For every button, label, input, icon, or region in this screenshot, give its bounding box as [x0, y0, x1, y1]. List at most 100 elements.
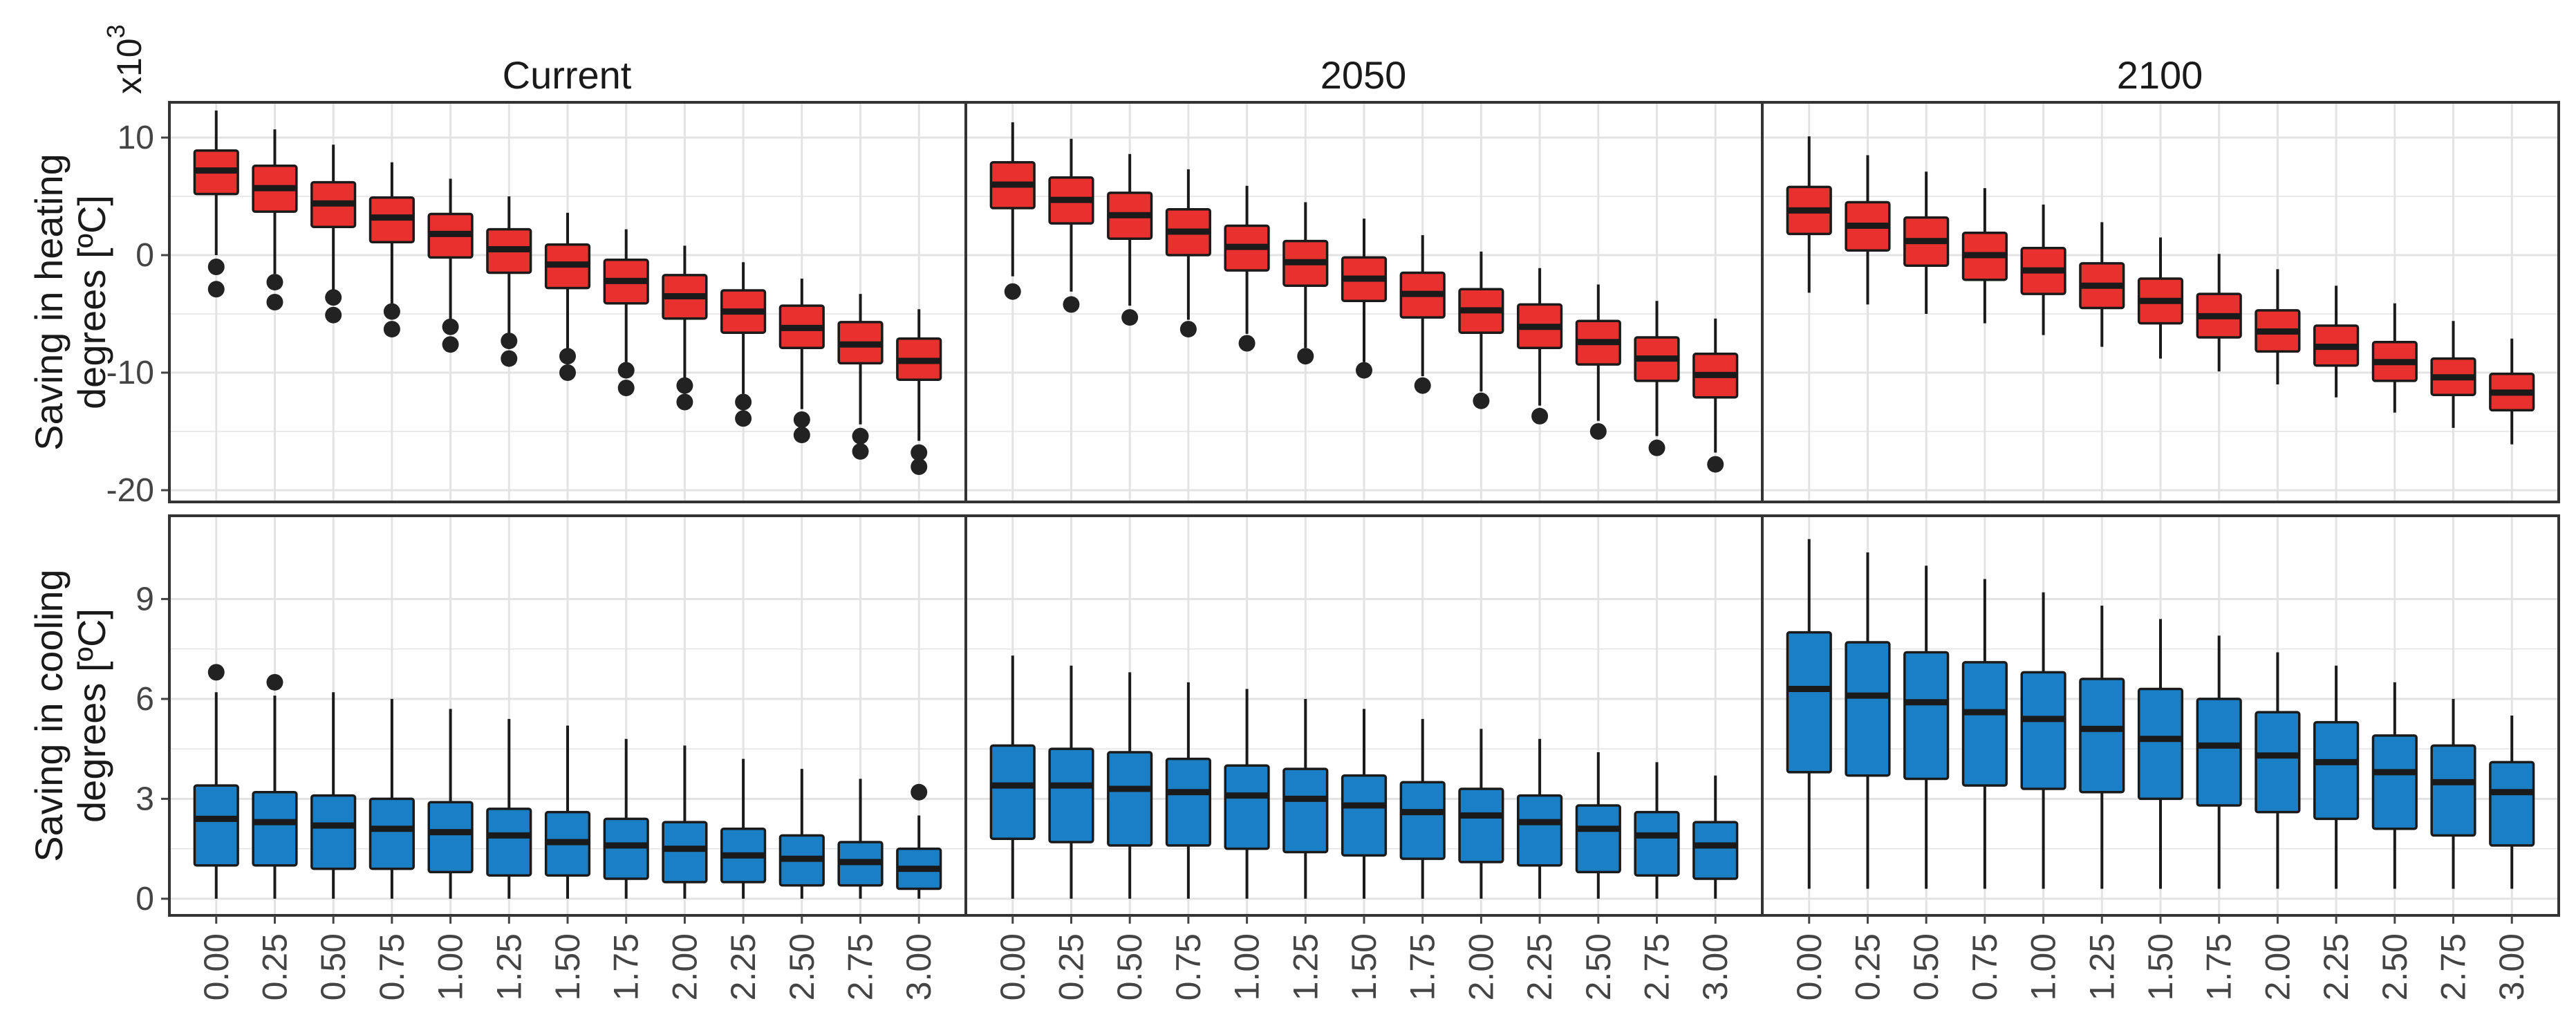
cooling-box-3.00 [1692, 775, 1739, 899]
heating-box-2.75 [2430, 321, 2476, 428]
heating-ytick-label: 10 [118, 120, 154, 156]
heating-box-0.75 [1961, 188, 2008, 324]
cooling-ytick-label: 9 [136, 581, 154, 617]
cooling-box-1.25 [486, 718, 532, 899]
x-tick-label: 2.75 [841, 933, 880, 1000]
x-tick-label: 1.00 [1228, 933, 1267, 1000]
cooling-ytick-label: 6 [136, 681, 154, 718]
cooling-box-0.75 [1165, 682, 1211, 899]
heating-box-2.75 [837, 294, 884, 460]
outlier-point [1004, 283, 1021, 300]
cooling-box-2.75 [2430, 698, 2476, 889]
cooling-ytick-label: 3 [136, 781, 154, 817]
outlier-point [735, 410, 752, 427]
x-tick-label: 3.00 [1696, 933, 1735, 1000]
cooling-box-2.50 [1575, 752, 1621, 899]
x-tick-label: 1.75 [1403, 933, 1442, 1000]
cooling-box-0.00 [193, 664, 239, 899]
x-tick-label: 2.25 [1520, 933, 1559, 1000]
cooling-box-1.50 [1341, 709, 1388, 899]
cooling-box-1.00 [1224, 689, 1270, 899]
cooling-box-0.25 [252, 673, 298, 899]
heating-box-2.25 [720, 262, 767, 427]
outlier-point [617, 380, 635, 397]
cooling-box-1.25 [2079, 606, 2125, 889]
x-tick-label: 1.00 [431, 933, 470, 1000]
outlier-point [501, 350, 518, 367]
x-tick-label: 2.00 [1462, 933, 1500, 1000]
box-iqr [1048, 747, 1094, 843]
outlier-point [266, 673, 283, 691]
heating-box-2.50 [778, 279, 825, 444]
x-tick-label: 1.50 [2141, 933, 2180, 1000]
x-tick-label: 0.75 [1966, 933, 2004, 1000]
cooling-box-1.75 [2196, 635, 2242, 889]
x-tick-label: 2.25 [2317, 933, 2355, 1000]
heating-box-3.00 [896, 309, 942, 475]
heating-box-1.25 [2079, 222, 2125, 347]
cooling-box-0.75 [1961, 579, 2008, 889]
outlier-point [1707, 456, 1724, 473]
outlier-point [1238, 335, 1256, 352]
cooling-box-2.75 [1634, 762, 1680, 899]
heating-box-1.50 [2137, 237, 2184, 359]
x-tick-label: 1.25 [1286, 933, 1325, 1000]
cooling-box-0.75 [368, 698, 415, 899]
box-iqr [989, 744, 1036, 840]
cooling-box-3.00 [896, 783, 942, 899]
box-iqr [662, 821, 708, 884]
outlier-point [793, 427, 810, 444]
heating-box-0.25 [1845, 155, 1891, 305]
box-iqr [2255, 711, 2301, 814]
panels-layer: -20 -10 0 10 0 3 6 9 0.00 0.25 0.50 0.75 1.00 1.25 1.5… [106, 101, 2560, 1000]
outlier-point [1063, 296, 1080, 313]
outlier-point [793, 411, 810, 428]
x-tick-label: 2.50 [783, 933, 821, 1000]
heating-box-1.50 [1341, 218, 1388, 379]
x-tick-label: 2.00 [665, 933, 704, 1000]
outlier-point [1473, 392, 1490, 409]
outlier-point [676, 377, 693, 394]
heating-ytick-label: -10 [106, 355, 154, 391]
heating-box-0.25 [1048, 138, 1094, 313]
box-iqr [1282, 767, 1329, 854]
x-tick-label: 2.50 [2376, 933, 2414, 1000]
heating-box-2.25 [2313, 286, 2360, 398]
heating-box-3.00 [1692, 318, 1739, 473]
cooling-box-1.00 [2020, 592, 2066, 889]
heating-box-2.00 [1458, 251, 1504, 409]
heating-box-1.75 [2196, 254, 2242, 372]
x-tick-label: 0.75 [373, 933, 411, 1000]
box-iqr [1458, 787, 1504, 864]
x-tick-label: 1.75 [607, 933, 646, 1000]
cooling-box-2.25 [1517, 738, 1563, 899]
heating-box-0.00 [989, 122, 1036, 300]
box-iqr [427, 801, 474, 874]
outlier-point [383, 321, 400, 338]
box-iqr [1961, 661, 2008, 787]
x-tick-label: 0.75 [1169, 933, 1208, 1000]
x-tick-label: 0.00 [197, 933, 236, 1000]
outlier-point [911, 444, 928, 461]
heating-box-1.25 [1282, 202, 1329, 365]
outlier-point [559, 364, 576, 381]
box-iqr [486, 808, 532, 877]
heating-box-2.25 [1517, 268, 1563, 425]
box-iqr [2371, 734, 2418, 830]
heating-box-0.00 [1786, 136, 1832, 293]
heating-box-2.50 [1575, 284, 1621, 440]
heating-box-1.50 [544, 212, 591, 381]
cooling-row-ylabel: Saving in cooling degrees [ºC] [27, 569, 113, 861]
heating-box-0.75 [368, 162, 415, 338]
box-iqr [310, 794, 357, 870]
box-iqr [1399, 781, 1446, 860]
x-tick-label: 2.75 [2434, 933, 2473, 1000]
x-tick-label: 0.50 [314, 933, 353, 1000]
box-iqr [1845, 641, 1891, 777]
cooling-box-2.25 [2313, 665, 2360, 889]
svg-text:x103: x103 [102, 24, 149, 94]
facet-title-current: Current [503, 53, 632, 97]
outlier-point [1414, 377, 1431, 394]
heating-ylabel-line2: degrees [ºC] [70, 195, 113, 409]
